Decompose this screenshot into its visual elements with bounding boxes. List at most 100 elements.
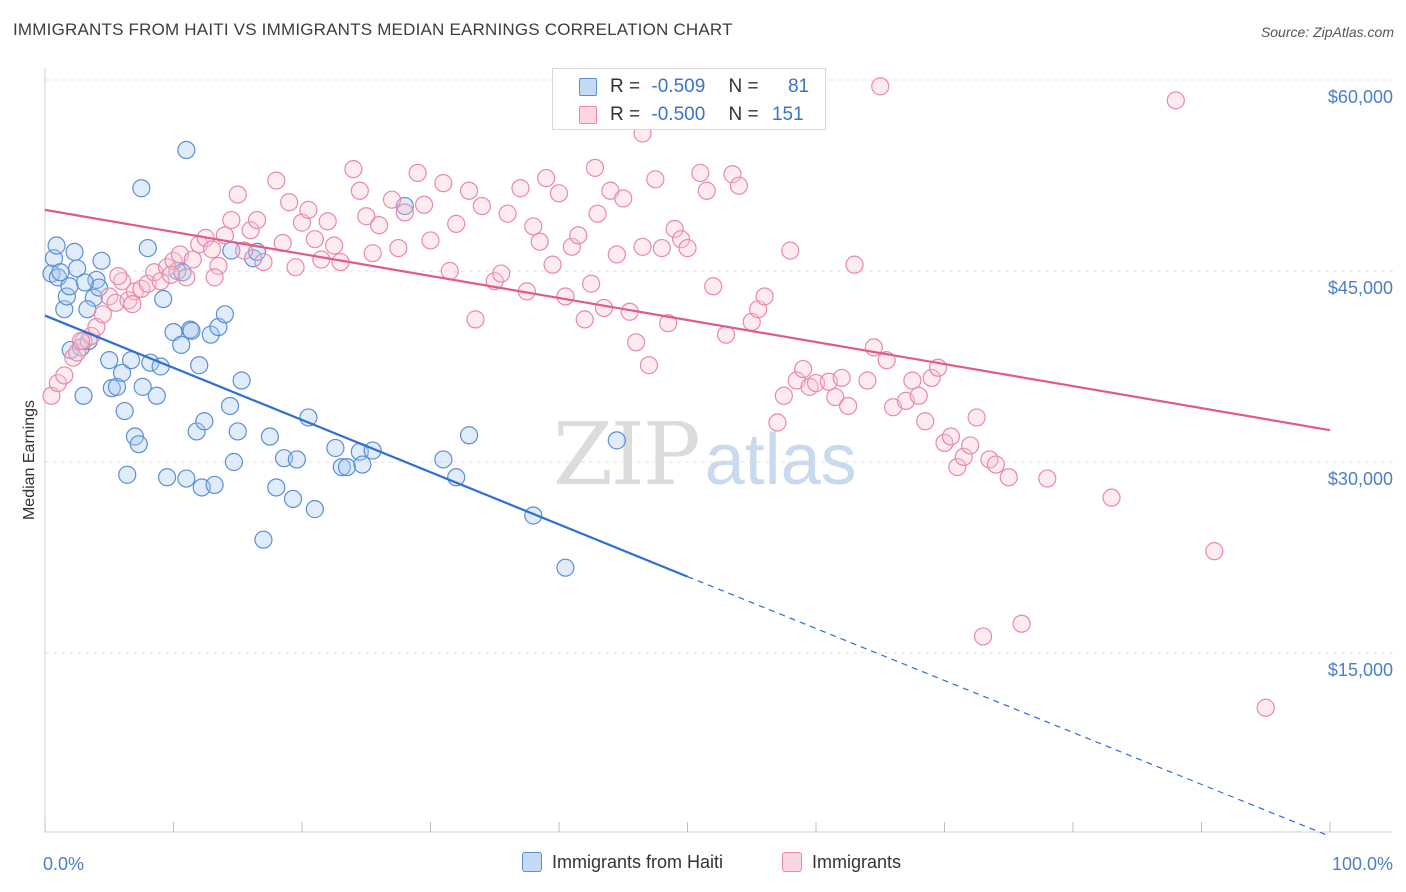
immigrants-point (241, 221, 260, 240)
immigrants-point (498, 204, 517, 223)
immigrants-point (999, 468, 1018, 487)
immigrants-point (832, 368, 851, 388)
immigrants-point (524, 217, 543, 236)
haiti-point (205, 475, 224, 495)
immigrants-point (594, 298, 614, 318)
immigrants-point (659, 314, 678, 333)
immigrants-point (408, 163, 427, 183)
x-tick-label: 0.0% (43, 854, 84, 874)
haiti-point (220, 396, 240, 416)
immigrants-point (459, 181, 479, 200)
y-axis-label: Median Earnings (21, 400, 38, 520)
haiti-point (172, 335, 191, 354)
haiti-point (78, 300, 97, 319)
legend-r-label: R = (610, 104, 641, 125)
immigrants-point (161, 265, 181, 284)
haiti-point (274, 449, 294, 468)
immigrants-point (299, 200, 318, 219)
haiti-point (112, 363, 132, 382)
haiti-point (181, 320, 200, 339)
immigrants-point (916, 412, 935, 431)
immigrants-point (247, 210, 267, 230)
immigrants-point (562, 237, 581, 256)
immigrants-point (93, 305, 112, 324)
haiti-trend-extension (687, 576, 1331, 837)
immigrants-point (68, 343, 87, 362)
immigrants-point (585, 158, 605, 177)
immigrants-point (845, 255, 864, 274)
immigrants-point (440, 261, 459, 281)
immigrants-point (183, 250, 202, 269)
immigrants-point (582, 274, 601, 293)
legend-r-label: R = (610, 76, 641, 97)
legend-r-value: -0.509 (651, 76, 706, 97)
immigrants-point (202, 240, 222, 259)
immigrants-point (177, 268, 196, 287)
haiti-point (305, 500, 324, 519)
haiti-point (267, 478, 286, 497)
immigrants-point (665, 219, 684, 239)
immigrants-point (1256, 698, 1275, 717)
immigrants-point (1205, 542, 1224, 561)
immigrants-point (370, 216, 389, 235)
immigrants-point (903, 371, 922, 390)
watermark: ZIPatlas (553, 405, 857, 505)
immigrants-point (729, 176, 749, 195)
watermark-zip: ZIP (553, 405, 701, 505)
immigrants-point (614, 189, 633, 208)
haiti-point (260, 427, 279, 446)
haiti-point (177, 140, 196, 160)
y-tick-label: $45,000 (1328, 278, 1393, 298)
haiti-point (215, 305, 234, 324)
haiti-point (190, 356, 209, 375)
immigrants-point (671, 230, 691, 249)
immigrants-point (228, 185, 247, 204)
immigrants-point (678, 238, 697, 258)
immigrants-point (389, 238, 408, 258)
immigrants-point (607, 245, 626, 264)
immigrants-point (973, 627, 993, 646)
haiti-point (287, 450, 306, 469)
immigrants-trend-line (44, 208, 1331, 432)
immigrants-point (447, 214, 466, 233)
bottom-legend-immigrants: Immigrants (782, 852, 901, 873)
haiti-point (195, 412, 214, 431)
haiti-point (133, 377, 152, 396)
immigrants-point (109, 266, 128, 286)
haiti-point (121, 351, 141, 370)
haiti-point (51, 263, 70, 282)
immigrants-point (434, 174, 453, 193)
immigrants-point (209, 256, 228, 276)
immigrants-point (357, 207, 376, 226)
immigrants-point (549, 184, 569, 203)
immigrants-point (922, 368, 941, 388)
immigrants-point (646, 170, 665, 189)
bottom-legend-haiti: Immigrants from Haiti (522, 852, 723, 873)
immigrants-point (575, 310, 594, 329)
immigrants-point (556, 287, 575, 306)
immigrants-point (909, 386, 928, 405)
chart-title: IMMIGRANTS FROM HAITI VS IMMIGRANTS MEDI… (13, 20, 733, 39)
immigrants-point (492, 264, 511, 283)
immigrants-point (511, 179, 530, 198)
immigrants-point (652, 238, 671, 258)
bottom-legend-swatch-immigrants (782, 852, 802, 872)
immigrants-point (588, 204, 607, 223)
immigrants-point (350, 181, 369, 200)
haiti-point (74, 386, 93, 405)
haiti-point (118, 465, 137, 484)
immigrants-point (543, 255, 562, 274)
immigrants-point (723, 165, 742, 184)
immigrants-point (472, 196, 491, 216)
haiti-point (60, 277, 79, 296)
haiti-point (47, 236, 66, 255)
haiti-point (92, 251, 111, 270)
legend-swatch-haiti (579, 78, 597, 96)
immigrants-point (961, 436, 980, 455)
immigrants-point (318, 212, 337, 231)
immigrants-point (871, 77, 890, 96)
legend-n-label: N = (728, 104, 759, 125)
y-tick-label: $60,000 (1328, 87, 1393, 107)
haiti-point (332, 457, 351, 477)
immigrants-point (1012, 614, 1031, 633)
